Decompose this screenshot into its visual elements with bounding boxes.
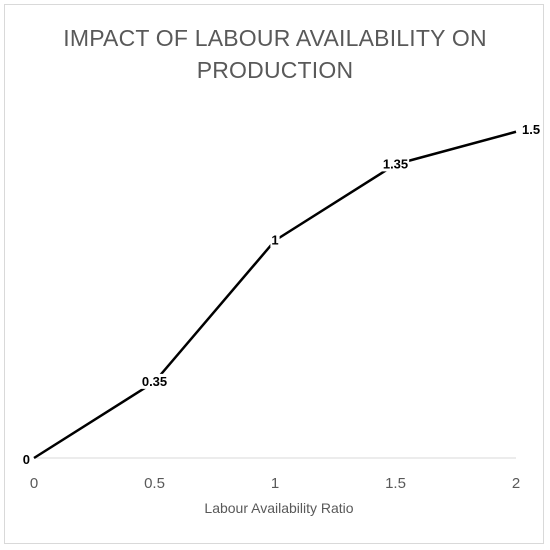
data-label: 1 (271, 233, 278, 248)
data-label-background (21, 452, 31, 467)
x-tick-label: 0 (30, 475, 38, 492)
chart-title-line-2: PRODUCTION (196, 57, 354, 83)
data-label: 1.35 (383, 156, 408, 171)
x-tick-label: 1 (271, 475, 279, 492)
x-tick-label: 2 (512, 475, 520, 492)
data-label-background (521, 121, 542, 137)
x-axis-label: Labour Availability Ratio (204, 500, 353, 516)
data-label-background (270, 232, 280, 248)
data-labels: 0 0.35 1 1.35 1.5 (21, 121, 542, 467)
data-label-background (140, 373, 169, 389)
x-tick-labels: 0 0.5 1 1.5 2 (30, 475, 520, 492)
chart-title: IMPACT OF LABOUR AVAILABILITY ON PRODUCT… (0, 22, 550, 86)
x-tick-label: 1.5 (385, 475, 406, 492)
x-tick-label: 0.5 (144, 475, 165, 492)
chart-frame (4, 4, 544, 544)
data-label: 0 (23, 452, 30, 467)
chart-title-line-1: IMPACT OF LABOUR AVAILABILITY ON (63, 25, 487, 51)
data-label-background (381, 156, 410, 172)
data-label: 1.5 (522, 122, 540, 137)
series-line (33, 130, 517, 460)
data-label: 0.35 (142, 374, 167, 389)
